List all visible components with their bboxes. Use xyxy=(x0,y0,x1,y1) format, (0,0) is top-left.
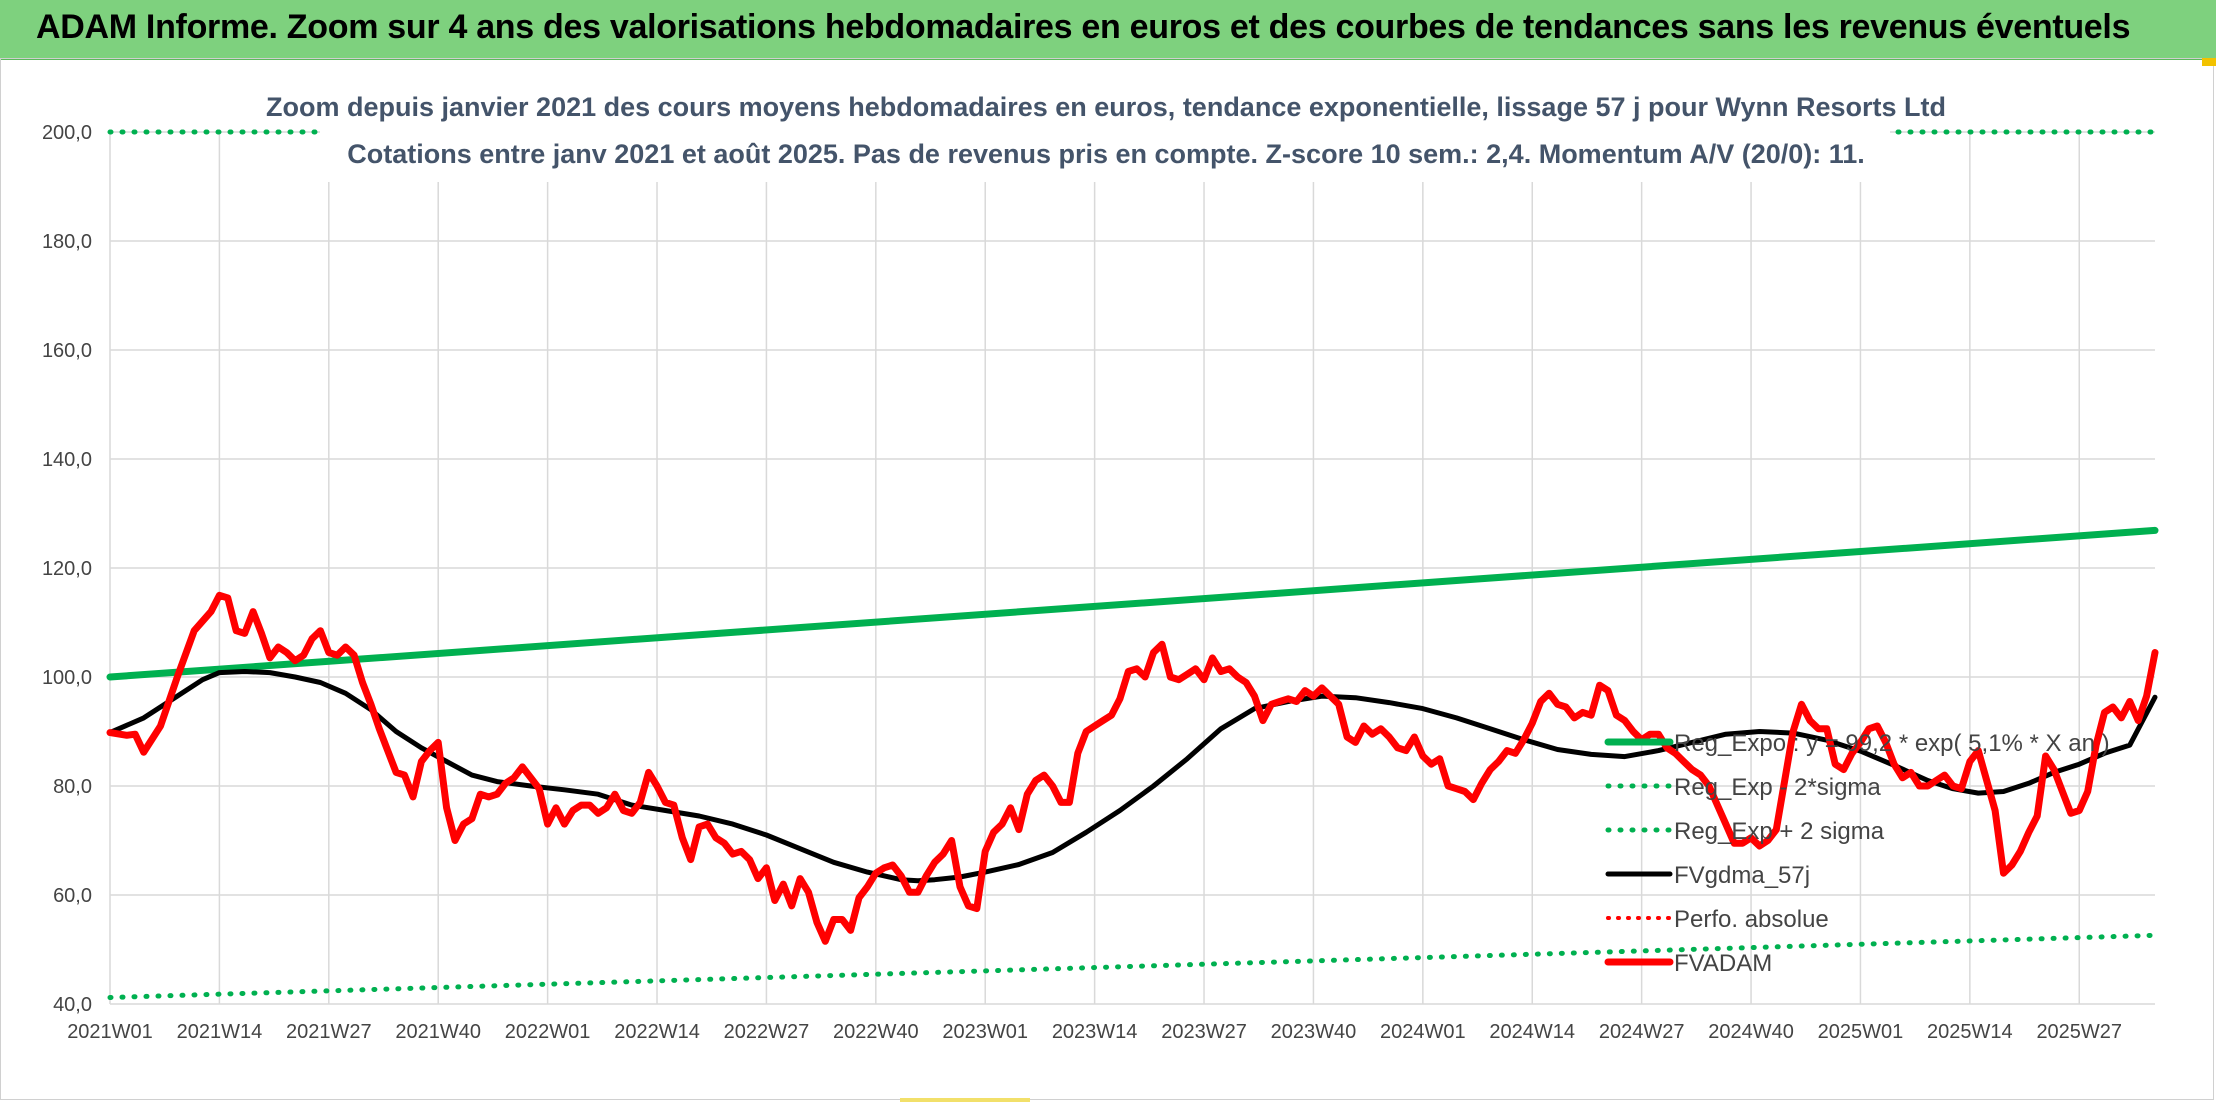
y-tick-label: 80,0 xyxy=(53,776,92,798)
x-tick-label: 2024W01 xyxy=(1380,1021,1466,1043)
series-group xyxy=(106,129,2159,1000)
y-tick-label: 60,0 xyxy=(53,885,92,907)
y-tick-label: 100,0 xyxy=(42,667,92,689)
x-tick-label: 2022W27 xyxy=(724,1021,810,1043)
x-tick-label: 2023W27 xyxy=(1161,1021,1247,1043)
chart-frame xyxy=(0,58,2214,1100)
y-tick-label: 40,0 xyxy=(53,994,92,1016)
report-title: ADAM Informe. Zoom sur 4 ans des valoris… xyxy=(36,8,2131,46)
header-bar: ADAM Informe. Zoom sur 4 ans des valoris… xyxy=(0,0,2216,60)
x-tick-label: 2021W40 xyxy=(395,1021,481,1043)
x-tick-label: 2021W27 xyxy=(286,1021,372,1043)
reg-expo-line xyxy=(106,526,2159,681)
x-tick-label: 2024W27 xyxy=(1599,1021,1685,1043)
legend-label: Reg_Exp - 2*sigma xyxy=(1674,774,1881,801)
chart-title-bg xyxy=(320,82,1890,182)
corner-accent xyxy=(2202,58,2216,66)
x-tick-label: 2021W01 xyxy=(67,1021,153,1043)
fvadam-line xyxy=(106,591,2159,945)
legend-label: Perfo. absolue xyxy=(1674,906,1829,933)
x-tick-label: 2022W01 xyxy=(505,1021,591,1043)
reg-lower-band-line xyxy=(107,932,2158,1000)
x-axis: 2021W01 2021W14 2021W27 2021W40 2022W01 2022W… xyxy=(67,1021,2122,1043)
chart-title-line2: Cotations entre janv 2021 et août 2025. … xyxy=(347,139,1865,169)
x-tick-label: 2025W01 xyxy=(1818,1021,1904,1043)
x-tick-label: 2024W14 xyxy=(1489,1021,1575,1043)
x-tick-label: 2025W27 xyxy=(2036,1021,2122,1043)
legend-label: Reg_Expo : y = 99,2 * exp( 5,1% * X an ) xyxy=(1674,730,2110,757)
x-tick-label: 2022W40 xyxy=(833,1021,919,1043)
fvgdma-line xyxy=(107,669,2158,884)
y-tick-label: 180,0 xyxy=(42,231,92,253)
legend-label: FVADAM xyxy=(1674,950,1772,977)
x-tick-label: 2021W14 xyxy=(177,1021,263,1043)
legend-label: Reg_Exp + 2 sigma xyxy=(1674,818,1885,845)
y-tick-label: 140,0 xyxy=(42,449,92,471)
legend-label: FVgdma_57j xyxy=(1674,862,1810,889)
x-tick-label: 2023W01 xyxy=(942,1021,1028,1043)
y-tick-label: 160,0 xyxy=(42,340,92,362)
x-tick-label: 2023W40 xyxy=(1271,1021,1357,1043)
y-tick-label: 120,0 xyxy=(42,558,92,580)
bottom-accent xyxy=(900,1098,1030,1102)
y-tick-label: 200,0 xyxy=(42,122,92,144)
x-tick-label: 2025W14 xyxy=(1927,1021,2013,1043)
y-axis: 40,0 60,0 80,0 100,0 120,0 140,0 160,0 180,0 200… xyxy=(42,122,92,1016)
chart-title-line1: Zoom depuis janvier 2021 des cours moyen… xyxy=(266,92,1946,122)
x-tick-label: 2024W40 xyxy=(1708,1021,1794,1043)
grid xyxy=(109,131,2155,1005)
x-tick-label: 2022W14 xyxy=(614,1021,700,1043)
legend: Reg_Expo : y = 99,2 * exp( 5,1% * X an )… xyxy=(1604,730,2110,977)
x-tick-label: 2023W14 xyxy=(1052,1021,1138,1043)
